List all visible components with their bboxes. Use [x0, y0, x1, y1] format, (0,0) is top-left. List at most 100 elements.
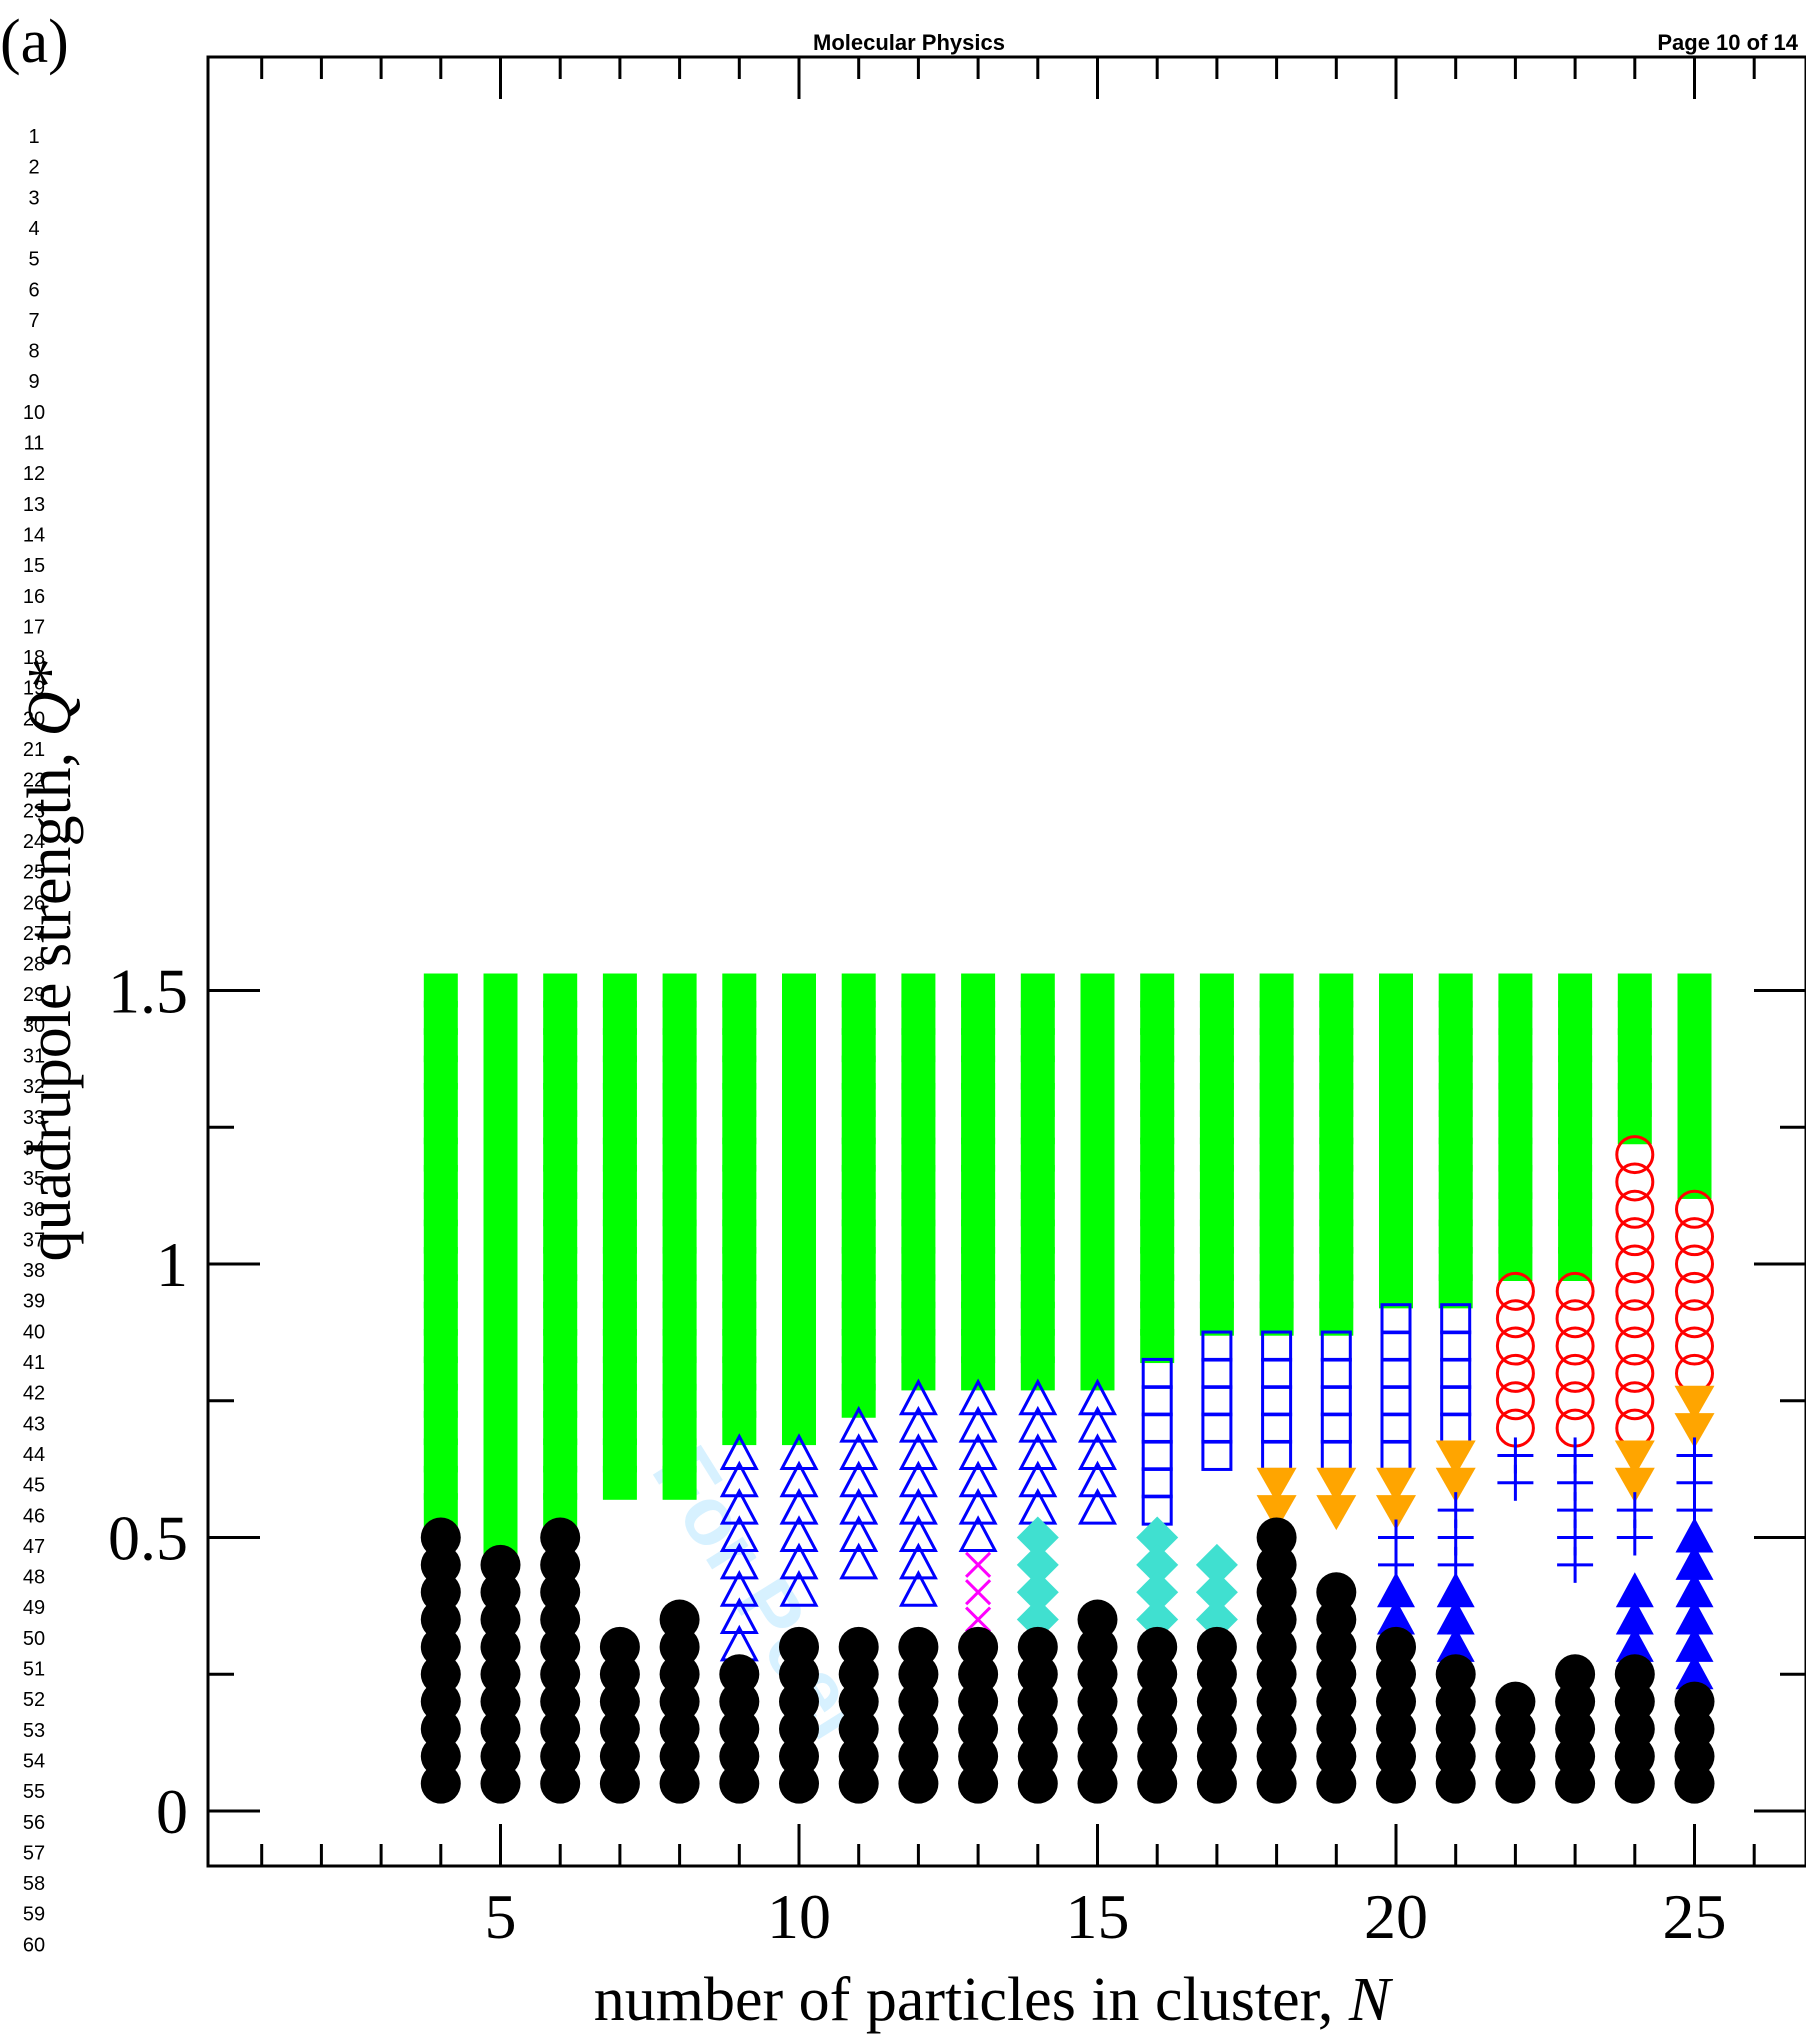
y-tick-label: 1.5 — [108, 956, 188, 1027]
line-number: 34 — [23, 1137, 45, 1159]
line-number: 58 — [23, 1873, 45, 1895]
y-tick-label: 0 — [156, 1776, 188, 1847]
marker-black-circle — [958, 1654, 999, 1695]
marker-red-circle — [1555, 1299, 1595, 1339]
line-number: 16 — [23, 586, 45, 608]
x-tick-labels: 5 10 15 20 25 — [485, 1881, 1727, 1952]
marker-blue-plus — [1497, 1464, 1534, 1501]
marker-blue-open-square — [1201, 1357, 1233, 1389]
x-tick-label: 25 — [1663, 1881, 1727, 1952]
marker-black-circle — [480, 1708, 521, 1749]
marker-black-circle — [420, 1681, 461, 1722]
line-number: 22 — [23, 770, 45, 792]
line-number: 26 — [23, 892, 45, 914]
marker-black-circle — [420, 1572, 461, 1613]
x-tick-label: 10 — [767, 1881, 831, 1952]
line-number: 59 — [23, 1904, 45, 1926]
line-number: 36 — [23, 1199, 45, 1221]
marker-black-circle — [420, 1599, 461, 1640]
line-number: 30 — [23, 1015, 45, 1037]
marker-black-circle — [599, 1763, 640, 1804]
marker-blue-open-square — [1141, 1357, 1173, 1389]
marker-black-circle — [420, 1544, 461, 1585]
marker-green-square — [1617, 1110, 1652, 1145]
line-number: 5 — [28, 249, 39, 271]
marker-blue-open-triangle — [898, 1542, 938, 1580]
data-markers — [420, 973, 1715, 1804]
line-number: 56 — [23, 1812, 45, 1834]
marker-black-circle — [1256, 1626, 1297, 1667]
marker-black-circle — [1435, 1708, 1476, 1749]
marker-black-circle — [1256, 1763, 1297, 1804]
marker-blue-filled-triangle — [1675, 1599, 1714, 1635]
marker-black-circle — [599, 1626, 640, 1667]
marker-blue-open-triangle — [898, 1570, 938, 1607]
y-tick-labels: 0 0.5 1 1.5 — [108, 956, 188, 1848]
line-number: 11 — [24, 433, 45, 455]
marker-blue-open-square — [1320, 1357, 1352, 1389]
line-number: 55 — [23, 1781, 45, 1803]
line-number: 29 — [23, 984, 45, 1006]
marker-black-circle — [1256, 1681, 1297, 1722]
line-number: 9 — [28, 371, 39, 393]
marker-blue-open-triangle — [779, 1433, 819, 1470]
marker-blue-open-triangle — [719, 1542, 759, 1580]
marker-black-circle — [898, 1763, 939, 1804]
marker-blue-open-triangle — [958, 1487, 998, 1525]
marker-blue-open-square — [1261, 1357, 1293, 1389]
marker-black-circle — [1674, 1708, 1715, 1749]
marker-blue-open-triangle — [958, 1515, 998, 1552]
marker-black-circle — [480, 1763, 521, 1804]
marker-black-circle — [540, 1708, 581, 1749]
marker-blue-open-triangle — [958, 1378, 998, 1416]
marker-black-circle — [1256, 1708, 1297, 1749]
line-number: 40 — [23, 1321, 45, 1343]
marker-blue-filled-triangle — [1377, 1572, 1415, 1608]
marker-blue-open-square — [1141, 1439, 1173, 1471]
marker-blue-plus — [1557, 1546, 1594, 1583]
marker-black-circle — [1196, 1708, 1237, 1749]
line-number: 18 — [23, 647, 45, 669]
marker-black-circle — [1017, 1654, 1058, 1695]
line-number: 38 — [23, 1260, 45, 1282]
marker-black-circle — [958, 1681, 999, 1722]
marker-black-circle — [1077, 1654, 1118, 1695]
marker-red-circle — [1495, 1326, 1535, 1366]
line-number: 32 — [23, 1076, 45, 1098]
marker-black-circle — [838, 1681, 879, 1722]
marker-blue-open-square — [1261, 1412, 1293, 1444]
marker-black-circle — [1495, 1681, 1536, 1722]
marker-red-circle — [1555, 1353, 1595, 1393]
marker-turquoise-diamond — [1136, 1516, 1179, 1559]
marker-orange-down-triangle — [1256, 1495, 1297, 1531]
marker-red-circle — [1675, 1271, 1714, 1311]
line-number: 57 — [23, 1842, 45, 1864]
marker-black-circle — [1077, 1599, 1118, 1640]
marker-black-circle — [540, 1763, 581, 1804]
marker-green-square — [1020, 1356, 1055, 1391]
line-number: 15 — [23, 555, 45, 577]
marker-black-circle — [1256, 1544, 1297, 1585]
x-tick-label: 15 — [1066, 1881, 1130, 1952]
line-number: 43 — [23, 1413, 45, 1435]
marker-black-circle — [1017, 1626, 1058, 1667]
marker-black-circle — [838, 1654, 879, 1695]
marker-blue-open-square — [1320, 1412, 1352, 1444]
marker-red-circle — [1615, 1299, 1655, 1339]
marker-magenta-cross — [965, 1551, 992, 1578]
marker-blue-open-triangle — [719, 1487, 759, 1525]
marker-black-circle — [1137, 1681, 1178, 1722]
marker-black-circle — [1077, 1708, 1118, 1749]
marker-black-circle — [779, 1736, 819, 1777]
line-number: 27 — [23, 923, 45, 945]
marker-black-circle — [1614, 1654, 1655, 1695]
line-number: 14 — [23, 524, 45, 546]
marker-black-circle — [1256, 1599, 1297, 1640]
marker-red-circle — [1615, 1381, 1655, 1421]
line-number: 17 — [23, 616, 45, 638]
marker-black-circle — [1077, 1681, 1118, 1722]
line-number: 60 — [23, 1934, 45, 1956]
line-number: 7 — [28, 310, 39, 332]
marker-black-circle — [480, 1599, 521, 1640]
